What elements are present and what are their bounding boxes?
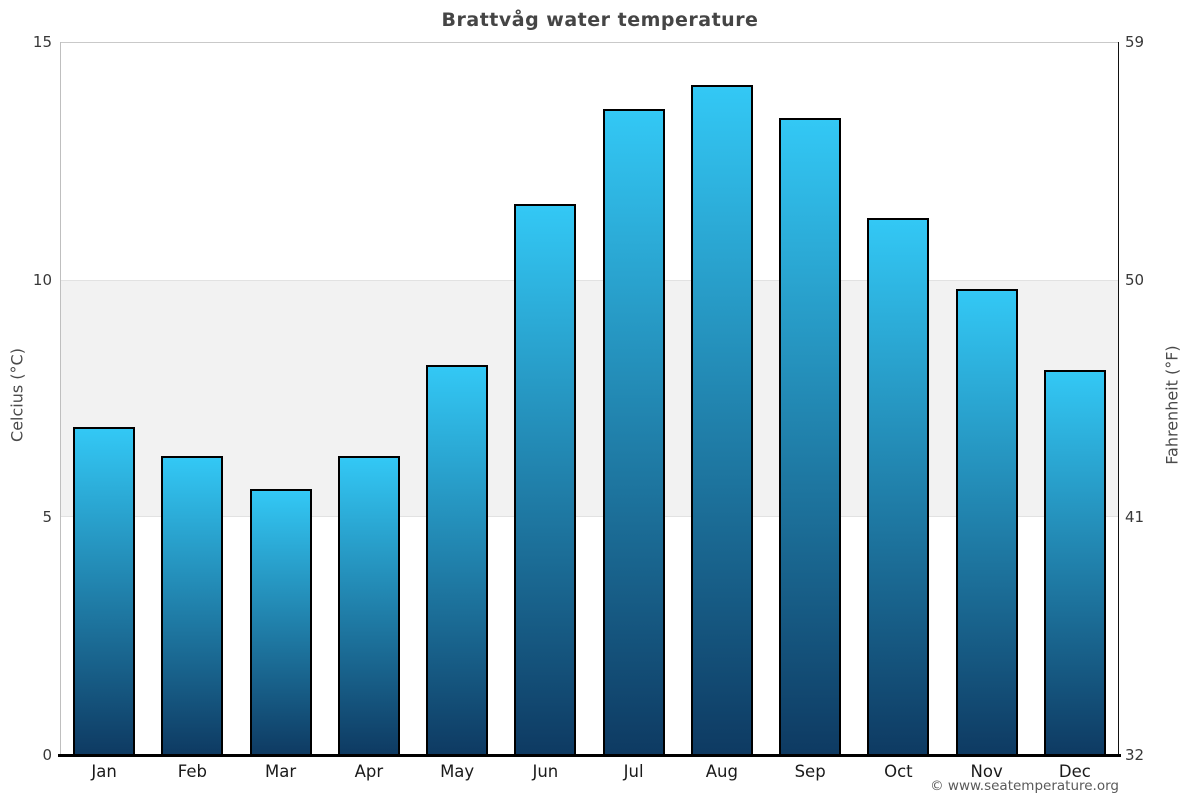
bar-jul [602,108,665,755]
ytick-left-15: 15 [32,33,52,51]
bar-slot-feb [148,42,236,755]
right-axis-line [1118,42,1119,755]
attribution-text: © www.seatemperature.org [930,778,1119,794]
ytick-right-41: 41 [1125,508,1145,527]
xlabel-apr: Apr [354,762,384,781]
bar-jan [73,427,135,755]
xlabel-nov: Nov [970,762,1003,781]
bar-may [426,365,488,755]
bar-slot-apr [325,42,413,755]
bar-slot-jun [501,42,589,755]
bar-slot-dec [1031,42,1119,755]
bar-apr [337,455,400,755]
xlabel-mar: Mar [265,762,297,781]
xlabel-dec: Dec [1058,762,1091,781]
ytick-right-50: 50 [1125,270,1145,289]
ytick-right-32: 32 [1125,746,1145,764]
bar-oct [867,217,930,755]
shaded-band-5-10 [60,279,1119,518]
chart-title: Brattvåg water temperature [441,9,759,31]
xlabel-aug: Aug [705,762,738,781]
y-axis-label-celsius: Celcius (°C) [7,348,27,442]
bar-feb [161,455,224,755]
bar-dec [1043,369,1106,755]
ytick-left-5: 5 [42,508,52,527]
xlabel-jun: Jun [532,762,559,781]
xlabel-oct: Oct [884,762,913,781]
bar-mar [249,488,312,755]
bar-slot-nov [943,42,1031,755]
xlabel-may: May [440,762,475,781]
xlabel-feb: Feb [177,762,207,781]
bar-slot-jan [60,42,148,755]
ytick-left-0: 0 [42,746,52,764]
y-axis-label-fahrenheit: Fahrenheit (°F) [1162,345,1182,465]
bar-slot-may [413,42,501,755]
gridline-15 [60,42,1119,43]
x-axis-line [58,754,1121,757]
bar-slot-mar [237,42,325,755]
xlabel-jan: Jan [91,762,117,781]
bars-container [60,42,1119,755]
bar-slot-aug [678,42,766,755]
plot-area [58,42,1121,757]
left-axis-line [60,42,61,755]
bar-slot-sep [766,42,854,755]
bar-slot-oct [854,42,942,755]
bar-nov [955,289,1018,755]
xlabel-sep: Sep [794,762,826,781]
bar-jun [514,203,577,755]
bar-slot-jul [590,42,678,755]
ytick-left-10: 10 [32,270,52,289]
ytick-right-59: 59 [1125,33,1145,51]
bar-sep [779,118,841,755]
bar-aug [690,84,753,755]
xlabel-jul: Jul [623,762,644,781]
